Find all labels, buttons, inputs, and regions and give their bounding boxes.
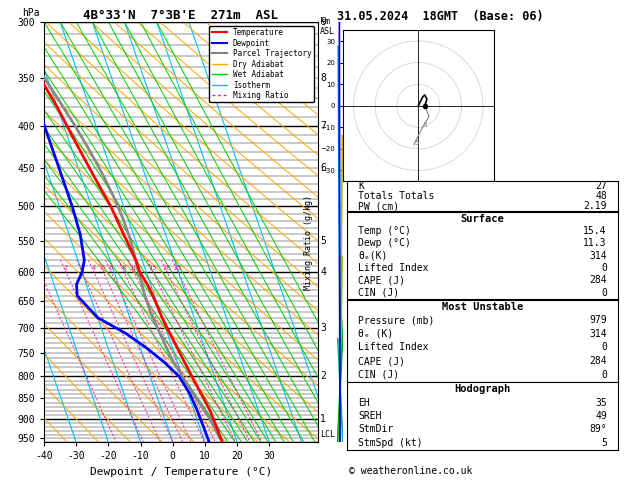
Text: 314: 314 [589, 329, 607, 339]
Text: 4: 4 [91, 265, 96, 271]
Text: 15.4: 15.4 [583, 226, 607, 236]
Text: © weatheronline.co.uk: © weatheronline.co.uk [349, 466, 472, 476]
Text: Dewp (°C): Dewp (°C) [358, 238, 411, 248]
Text: CAPE (J): CAPE (J) [358, 356, 405, 366]
Text: 2.19: 2.19 [583, 201, 607, 211]
Text: Surface: Surface [460, 213, 504, 224]
Text: 2: 2 [64, 265, 68, 271]
Text: 8: 8 [320, 72, 326, 83]
Text: 48: 48 [595, 191, 607, 201]
Text: 5: 5 [320, 236, 326, 246]
Text: 89°: 89° [589, 424, 607, 434]
Text: Pressure (mb): Pressure (mb) [358, 315, 435, 325]
Text: 0: 0 [601, 370, 607, 380]
Text: 3: 3 [423, 122, 427, 128]
Text: 5: 5 [101, 265, 105, 271]
Text: 35: 35 [595, 398, 607, 408]
Text: hPa: hPa [22, 8, 40, 17]
Text: CIN (J): CIN (J) [358, 370, 399, 380]
Text: 20: 20 [162, 265, 171, 271]
Text: Hodograph: Hodograph [454, 384, 511, 394]
Text: Lifted Index: Lifted Index [358, 263, 428, 273]
Text: 5: 5 [414, 139, 418, 145]
Text: SREH: SREH [358, 411, 382, 421]
Text: 3: 3 [320, 323, 326, 333]
X-axis label: kt: kt [413, 196, 423, 205]
Text: 10: 10 [130, 265, 138, 271]
Text: K: K [358, 181, 364, 191]
Text: 284: 284 [589, 356, 607, 366]
Text: PW (cm): PW (cm) [358, 201, 399, 211]
Text: CIN (J): CIN (J) [358, 288, 399, 298]
Text: θₑ(K): θₑ(K) [358, 251, 387, 260]
Text: 6: 6 [320, 163, 326, 174]
Text: 0: 0 [601, 263, 607, 273]
Text: StmSpd (kt): StmSpd (kt) [358, 438, 423, 448]
Text: 314: 314 [589, 251, 607, 260]
Text: Lifted Index: Lifted Index [358, 343, 428, 352]
Text: LCL: LCL [320, 430, 335, 439]
Text: 0: 0 [601, 288, 607, 298]
Text: 4: 4 [320, 267, 326, 278]
Text: EH: EH [358, 398, 370, 408]
Text: Most Unstable: Most Unstable [442, 302, 523, 312]
Text: 7: 7 [320, 121, 326, 131]
Text: 1: 1 [320, 414, 326, 424]
Text: 5: 5 [601, 438, 607, 448]
Text: km
ASL: km ASL [320, 17, 335, 36]
Text: Totals Totals: Totals Totals [358, 191, 435, 201]
Text: Temp (°C): Temp (°C) [358, 226, 411, 236]
Text: 11.3: 11.3 [583, 238, 607, 248]
Title: 4B°33'N  7°3B'E  271m  ASL: 4B°33'N 7°3B'E 271m ASL [83, 9, 279, 22]
Text: 0: 0 [601, 343, 607, 352]
Text: 25: 25 [174, 265, 182, 271]
Text: 27: 27 [595, 181, 607, 191]
Text: 284: 284 [589, 276, 607, 285]
Text: 15: 15 [148, 265, 157, 271]
X-axis label: Dewpoint / Temperature (°C): Dewpoint / Temperature (°C) [90, 467, 272, 477]
Legend: Temperature, Dewpoint, Parcel Trajectory, Dry Adiabat, Wet Adiabat, Isotherm, Mi: Temperature, Dewpoint, Parcel Trajectory… [209, 26, 314, 103]
Text: 3: 3 [79, 265, 84, 271]
Text: 2: 2 [320, 371, 326, 382]
Text: Mixing Ratio (g/kg): Mixing Ratio (g/kg) [304, 195, 313, 291]
Text: 49: 49 [595, 411, 607, 421]
Text: 8: 8 [121, 265, 126, 271]
Text: 9: 9 [320, 17, 326, 27]
Text: CAPE (J): CAPE (J) [358, 276, 405, 285]
Text: StmDir: StmDir [358, 424, 393, 434]
Text: 979: 979 [589, 315, 607, 325]
Text: 6: 6 [109, 265, 113, 271]
Text: 31.05.2024  18GMT  (Base: 06): 31.05.2024 18GMT (Base: 06) [337, 10, 543, 23]
Text: θₑ (K): θₑ (K) [358, 329, 393, 339]
